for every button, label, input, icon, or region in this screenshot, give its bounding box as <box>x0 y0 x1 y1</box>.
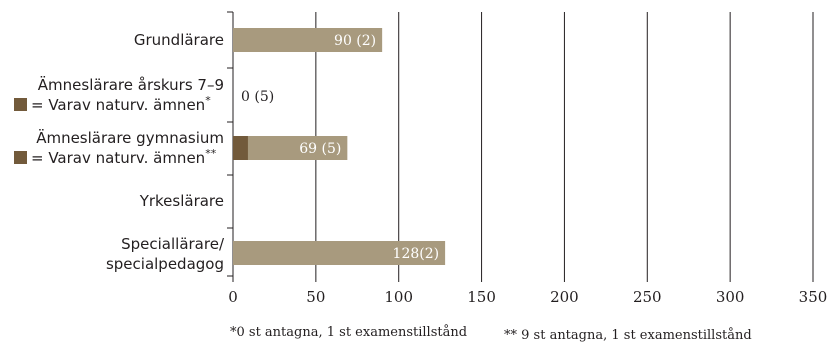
bar-total <box>233 136 348 160</box>
grid-lines <box>227 11 814 282</box>
x-tick-label: 350 <box>799 288 828 306</box>
footnotes: *0 st antagna, 1 st examenstillstånd ** 9… <box>230 324 752 343</box>
footnote: ** 9 st antagna, 1 st examenstillstånd <box>504 327 752 343</box>
data-label: 0 (5) <box>241 89 274 105</box>
category-label: Yrkeslärare <box>139 192 224 210</box>
category-label: Ämneslärare gymnasium <box>36 128 224 147</box>
naturv-legend-swatch <box>14 98 27 111</box>
data-label: 128(2) <box>393 246 440 262</box>
x-tick-label: 50 <box>306 288 325 306</box>
x-tick-label: 300 <box>716 288 745 306</box>
category-label: Grundlärare <box>134 31 224 49</box>
x-axis-ticks: 0 50 100 150 200 250 300 350 <box>228 288 827 306</box>
category-label: Ämneslärare årskurs 7–9 <box>38 75 224 94</box>
x-tick-label: 250 <box>633 288 662 306</box>
x-tick-label: 200 <box>550 288 579 306</box>
bar-total <box>233 241 446 265</box>
bar-naturv <box>233 136 248 160</box>
category-label: Speciallärare/ <box>121 235 225 253</box>
category-sublabel: = Varav naturv. ämnen** <box>31 147 217 167</box>
data-label: 90 (2) <box>334 33 376 49</box>
bar-total <box>233 28 383 52</box>
x-tick-label: 150 <box>467 288 496 306</box>
data-labels: 90 (2) 0 (5) 69 (5) 128(2) <box>241 33 439 262</box>
naturv-legend-swatch <box>14 151 27 164</box>
bars <box>233 28 446 265</box>
data-label: 69 (5) <box>299 141 341 157</box>
footnote: *0 st antagna, 1 st examenstillstånd <box>230 324 467 340</box>
category-sublabel: = Varav naturv. ämnen* <box>31 94 211 114</box>
x-tick-label: 100 <box>384 288 413 306</box>
x-tick-label: 0 <box>228 288 238 306</box>
category-label: specialpedagog <box>106 255 224 273</box>
